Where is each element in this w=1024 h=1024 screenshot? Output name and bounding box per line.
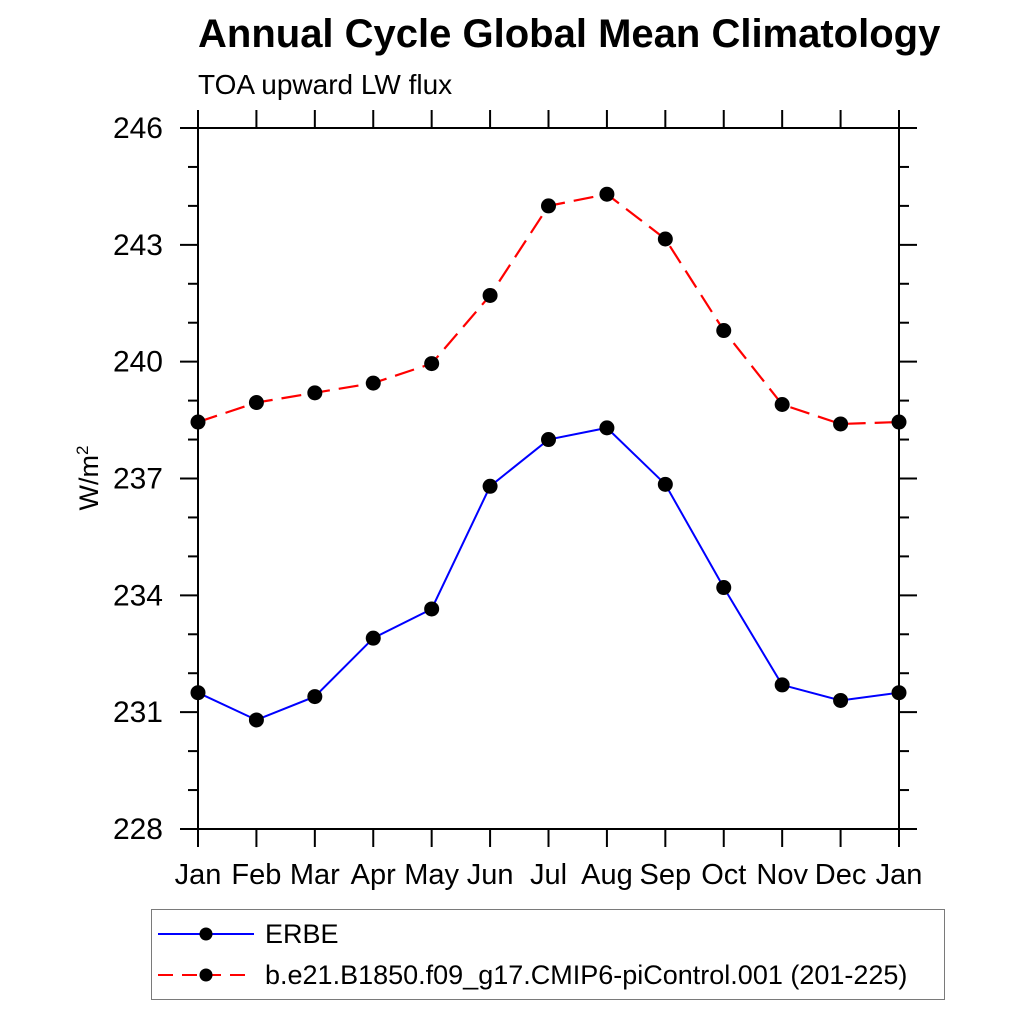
legend-box: ERBE b.e21.B1850.f09_g17.CMIP6-piControl.… bbox=[151, 909, 945, 1000]
y-axis-tick-label: 243 bbox=[113, 229, 163, 262]
series-marker-erbe bbox=[365, 630, 381, 646]
series-marker-cmip6-picontrol bbox=[365, 375, 381, 391]
x-axis-tick-label: Oct bbox=[701, 859, 746, 891]
x-axis-tick-label: Apr bbox=[351, 859, 396, 891]
filled-circle-icon bbox=[199, 927, 213, 941]
x-axis-tick-label: Mar bbox=[290, 859, 340, 891]
y-axis-tick-label: 246 bbox=[113, 112, 163, 145]
filled-circle-icon bbox=[199, 968, 213, 982]
x-axis-tick-label: Nov bbox=[756, 859, 808, 891]
x-axis-tick-label: Sep bbox=[640, 859, 692, 891]
series-marker-cmip6-picontrol bbox=[716, 323, 732, 339]
y-axis-tick-label: 240 bbox=[113, 346, 163, 379]
y-axis-tick-label: 228 bbox=[113, 813, 163, 846]
series-marker-cmip6-picontrol bbox=[307, 385, 323, 401]
series-marker-erbe bbox=[541, 432, 556, 448]
x-axis-tick-label: Jul bbox=[530, 859, 567, 891]
legend-line-sample bbox=[158, 968, 254, 982]
series-marker-cmip6-picontrol bbox=[482, 287, 498, 303]
y-axis-tick-label: 231 bbox=[113, 696, 163, 729]
chart-title: Annual Cycle Global Mean Climatology bbox=[198, 12, 941, 56]
series-line-erbe bbox=[197, 426, 900, 722]
x-axis-tick-label: Jun bbox=[467, 859, 514, 891]
legend-entry: ERBE bbox=[152, 914, 944, 955]
series-marker-erbe bbox=[307, 689, 323, 705]
chart-subtitle: TOA upward LW flux bbox=[198, 69, 453, 100]
series-marker-erbe bbox=[716, 580, 732, 596]
y-axis-tick-label: 237 bbox=[113, 463, 163, 496]
series-marker-cmip6-picontrol bbox=[190, 414, 206, 430]
plot-frame bbox=[197, 127, 900, 830]
legend-entry-label: ERBE bbox=[265, 918, 339, 949]
x-axis-tick-label: May bbox=[404, 859, 459, 891]
series-marker-erbe bbox=[424, 601, 440, 617]
y-axis-tick-label: 234 bbox=[113, 579, 163, 612]
series-marker-cmip6-picontrol bbox=[599, 186, 615, 202]
series-marker-cmip6-picontrol bbox=[891, 414, 907, 430]
x-axis-tick-label: Dec bbox=[815, 859, 867, 891]
legend-line-sample bbox=[158, 927, 254, 941]
series-marker-erbe bbox=[774, 677, 790, 693]
series-marker-erbe bbox=[599, 420, 615, 436]
series-marker-erbe bbox=[248, 712, 264, 728]
x-axis-tick-label: Feb bbox=[231, 859, 281, 891]
series-marker-erbe bbox=[657, 476, 673, 492]
legend-entry-label: b.e21.B1850.f09_g17.CMIP6-piControl.001 … bbox=[265, 959, 908, 990]
x-axis-tick-label: Aug bbox=[581, 859, 633, 891]
series-marker-erbe bbox=[482, 478, 498, 494]
series-line-cmip6-picontrol bbox=[197, 193, 900, 426]
series-marker-erbe bbox=[190, 685, 206, 701]
legend-entry: b.e21.B1850.f09_g17.CMIP6-piControl.001 … bbox=[152, 955, 944, 996]
series-marker-erbe bbox=[833, 692, 849, 708]
series-marker-cmip6-picontrol bbox=[248, 395, 264, 411]
series-marker-cmip6-picontrol bbox=[833, 416, 849, 432]
series-marker-cmip6-picontrol bbox=[657, 231, 673, 247]
series-marker-erbe bbox=[891, 685, 907, 701]
x-axis-tick-label: Jan bbox=[876, 859, 923, 891]
series-marker-cmip6-picontrol bbox=[541, 198, 556, 214]
x-axis-tick-label: Jan bbox=[175, 859, 222, 891]
series-marker-cmip6-picontrol bbox=[774, 397, 790, 413]
series-marker-cmip6-picontrol bbox=[424, 356, 440, 372]
